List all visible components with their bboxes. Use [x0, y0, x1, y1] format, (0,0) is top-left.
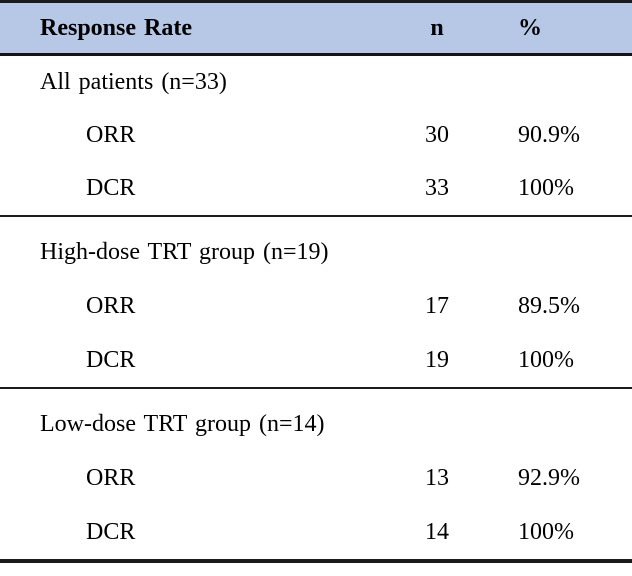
section-label: Low-dose TRT group (n=14) — [40, 410, 325, 437]
row-pct-value: 92.9% — [518, 464, 580, 491]
section-all-patients: All patients (n=33) ORR 30 90.9% DCR 33 … — [0, 56, 632, 217]
row-n-value: 14 — [425, 518, 449, 545]
row-label: DCR — [86, 175, 136, 201]
section-label-row: All patients (n=33) — [0, 56, 632, 109]
response-rate-table: Response Rate n % All patients (n=33) OR… — [0, 0, 632, 563]
header-percent: % — [518, 14, 542, 41]
table-row: ORR 17 89.5% — [0, 279, 632, 333]
section-low-dose: Low-dose TRT group (n=14) ORR 13 92.9% D… — [0, 389, 632, 563]
table-row: ORR 13 92.9% — [0, 451, 632, 505]
row-label: ORR — [86, 122, 136, 148]
row-label: DCR — [86, 518, 136, 545]
row-n-value: 17 — [425, 292, 449, 319]
table-row: ORR 30 90.9% — [0, 109, 632, 162]
table-row: DCR 14 100% — [0, 505, 632, 559]
row-label: DCR — [86, 346, 136, 373]
header-response-rate: Response Rate — [40, 14, 192, 41]
section-label: All patients (n=33) — [40, 69, 227, 95]
row-pct-value: 90.9% — [518, 122, 580, 148]
section-label-row: High-dose TRT group (n=19) — [0, 225, 632, 279]
row-label: ORR — [86, 292, 136, 319]
row-n-value: 30 — [425, 122, 449, 148]
table-header-row: Response Rate n % — [0, 0, 632, 56]
row-label: ORR — [86, 464, 136, 491]
section-label: High-dose TRT group (n=19) — [40, 238, 329, 265]
row-n-value: 19 — [425, 346, 449, 373]
row-pct-value: 100% — [518, 346, 574, 373]
table-row: DCR 33 100% — [0, 162, 632, 215]
row-pct-value: 89.5% — [518, 292, 580, 319]
section-label-row: Low-dose TRT group (n=14) — [0, 397, 632, 451]
table-row: DCR 19 100% — [0, 333, 632, 387]
row-pct-value: 100% — [518, 175, 574, 201]
row-n-value: 33 — [425, 175, 449, 201]
row-n-value: 13 — [425, 464, 449, 491]
header-n: n — [430, 14, 444, 41]
section-high-dose: High-dose TRT group (n=19) ORR 17 89.5% … — [0, 217, 632, 389]
row-pct-value: 100% — [518, 518, 574, 545]
